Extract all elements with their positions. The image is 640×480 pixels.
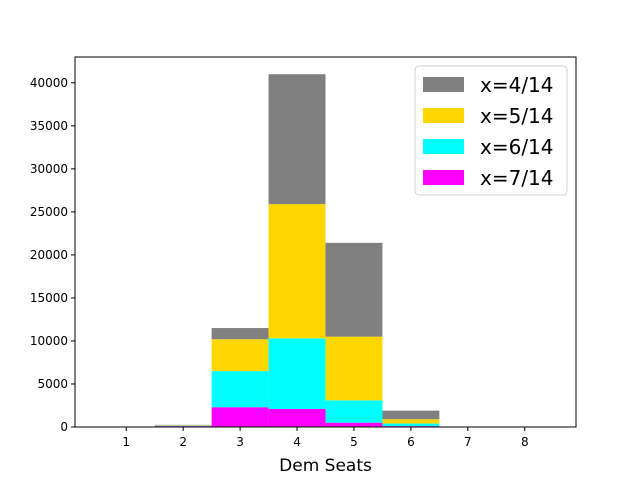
legend-label: x=5/14	[480, 104, 554, 128]
x-tick-label: 1	[122, 435, 130, 449]
y-tick-label: 40000	[30, 76, 68, 90]
bar-segment	[382, 419, 440, 424]
x-tick-label: 5	[350, 435, 358, 449]
y-tick-label: 20000	[30, 248, 68, 262]
bar-segment	[325, 400, 383, 423]
y-tick-label: 5000	[37, 377, 68, 391]
y-tick-label: 30000	[30, 162, 68, 176]
x-axis-label: Dem Seats	[279, 456, 372, 476]
bar-segment	[382, 423, 440, 427]
bar-segment	[268, 338, 326, 409]
y-tick-label: 25000	[30, 205, 68, 219]
legend-label: x=7/14	[480, 166, 554, 190]
bar-segment	[268, 204, 326, 339]
legend: x=4/14 x=5/14 x=6/14 x=7/14	[414, 65, 568, 196]
x-tick-label: 7	[464, 435, 472, 449]
y-axis-ticks: 0 5000 10000 15000 20000 25000 30000 35000 40000	[30, 76, 75, 434]
y-tick-label: 15000	[30, 291, 68, 305]
bar-segment	[325, 336, 383, 401]
x-tick-label: 6	[407, 435, 415, 449]
legend-swatch	[423, 108, 464, 123]
x-tick-label: 2	[179, 435, 187, 449]
bar-segment	[325, 422, 383, 427]
legend-swatch	[423, 139, 464, 154]
bar-segment	[211, 407, 269, 427]
plot-frame	[74, 56, 577, 428]
bar-segment	[382, 410, 440, 420]
y-tick-label: 0	[60, 420, 68, 434]
bars-layer	[154, 74, 440, 427]
x-tick-label: 3	[236, 435, 244, 449]
bar-segment	[211, 339, 269, 372]
bar-segment	[325, 242, 383, 337]
legend-label: x=6/14	[480, 135, 554, 159]
x-axis-ticks: 1 2 3 4 5 6 7 8	[122, 427, 529, 449]
bar-segment	[211, 371, 269, 408]
x-tick-label: 8	[521, 435, 529, 449]
bar-segment	[268, 74, 326, 205]
bar-segment	[268, 408, 326, 427]
legend-box	[414, 65, 568, 196]
legend-swatch	[423, 170, 464, 185]
bar-segment	[211, 328, 269, 340]
x-tick-label: 4	[293, 435, 301, 449]
y-tick-label: 35000	[30, 119, 68, 133]
legend-swatch	[423, 77, 464, 92]
legend-label: x=4/14	[480, 73, 554, 97]
y-tick-label: 10000	[30, 334, 68, 348]
